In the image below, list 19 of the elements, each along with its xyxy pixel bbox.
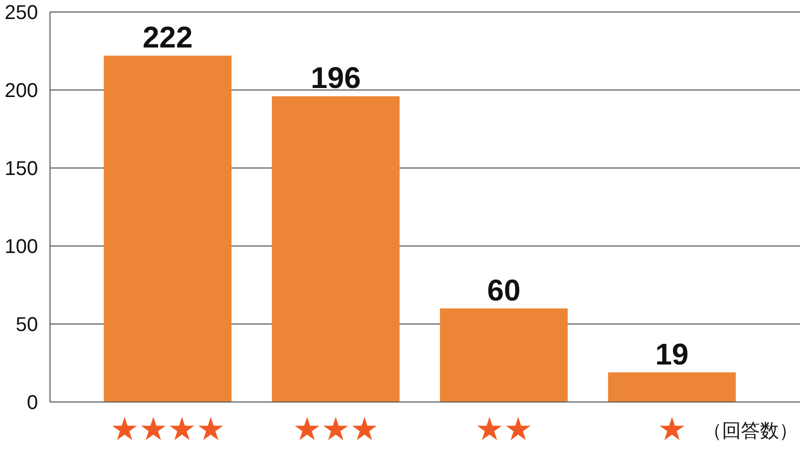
y-tick-label: 250	[4, 2, 38, 24]
data-label: 222	[142, 22, 193, 55]
bar	[272, 96, 400, 402]
x-tick-label: ★	[658, 410, 686, 448]
y-tick-label: 0	[26, 392, 38, 414]
y-tick-label: 200	[4, 80, 38, 102]
y-tick-label: 50	[16, 314, 38, 336]
text: （回答数）	[703, 421, 798, 442]
x-tick-label: ★★★★	[110, 410, 226, 448]
data-label: 196	[310, 62, 361, 96]
x-tick-label: ★★★	[292, 410, 379, 448]
data-label: 19	[655, 338, 689, 372]
x-tick-label: ★★	[475, 410, 533, 448]
bar	[104, 56, 232, 402]
y-tick-label: 150	[4, 158, 38, 180]
y-tick-label: 100	[4, 236, 38, 258]
data-label: 60	[487, 274, 521, 308]
bar	[608, 372, 736, 402]
bar	[440, 308, 568, 402]
